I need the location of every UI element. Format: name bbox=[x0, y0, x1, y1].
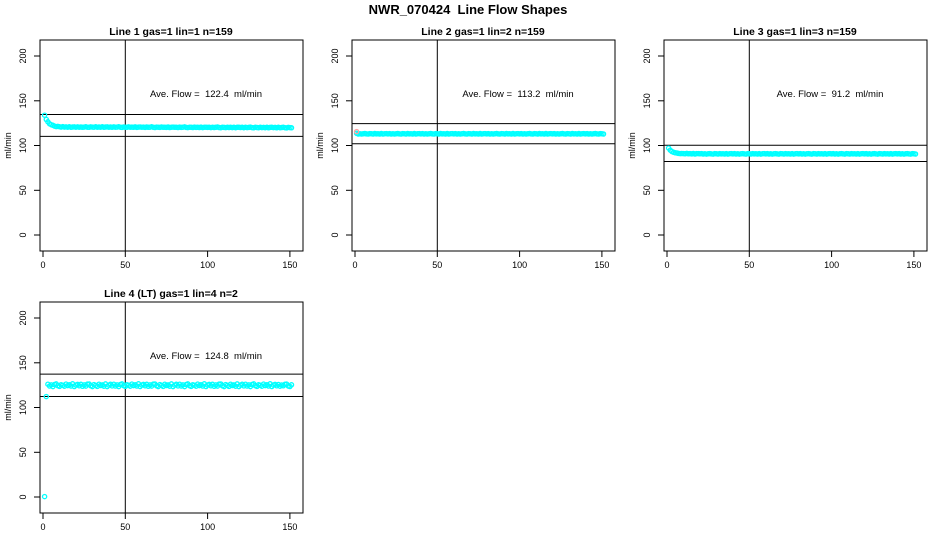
x-tick-label: 0 bbox=[40, 260, 45, 270]
ave-flow-annotation: Ave. Flow = 122.4 ml/min bbox=[150, 89, 262, 100]
subplot-title: Line 3 gas=1 lin=3 n=159 bbox=[733, 26, 857, 38]
y-tick-label: 100 bbox=[642, 138, 652, 153]
outlier-point-mid bbox=[43, 393, 50, 400]
subplot-title: Line 2 gas=1 lin=2 n=159 bbox=[421, 26, 545, 38]
y-tick-label: 0 bbox=[642, 232, 652, 237]
y-tick-label: 150 bbox=[642, 93, 652, 108]
x-tick-label: 100 bbox=[512, 260, 527, 270]
y-tick-label: 100 bbox=[330, 138, 340, 153]
y-tick-label: 50 bbox=[18, 185, 28, 195]
x-tick-label: 150 bbox=[282, 260, 297, 270]
y-tick-label: 50 bbox=[642, 185, 652, 195]
y-tick-label: 0 bbox=[18, 232, 28, 237]
flow-point bbox=[600, 131, 607, 137]
y-tick-label: 50 bbox=[330, 185, 340, 195]
y-tick-label: 200 bbox=[18, 48, 28, 63]
flow-point bbox=[288, 382, 295, 388]
data-points bbox=[665, 145, 919, 157]
x-tick-label: 0 bbox=[352, 260, 357, 270]
x-tick-label: 100 bbox=[200, 522, 215, 532]
y-tick-label: 200 bbox=[18, 310, 28, 325]
x-tick-label: 50 bbox=[120, 522, 130, 532]
outlier-point-low bbox=[41, 493, 48, 500]
flow-point bbox=[912, 151, 919, 157]
data-points bbox=[41, 112, 295, 131]
y-tick-label: 200 bbox=[642, 48, 652, 63]
x-tick-label: 50 bbox=[432, 260, 442, 270]
x-tick-label: 150 bbox=[906, 260, 921, 270]
subplot-title: Line 4 (LT) gas=1 lin=4 n=2 bbox=[104, 288, 238, 300]
y-axis-label: ml/min bbox=[3, 132, 13, 159]
subplot-line-1: Line 1 gas=1 lin=1 n=159 0 50 100 150 200 ml/m… bbox=[0, 26, 312, 278]
plot-box bbox=[351, 39, 616, 252]
y-tick-label: 0 bbox=[330, 232, 340, 237]
ave-flow-annotation: Ave. Flow = 91.2 ml/min bbox=[777, 89, 884, 100]
data-points bbox=[353, 128, 607, 137]
y-tick-label: 100 bbox=[18, 400, 28, 415]
ave-flow-annotation: Ave. Flow = 113.2 ml/min bbox=[462, 89, 573, 100]
x-tick-label: 100 bbox=[824, 260, 839, 270]
subplot-line-2: Line 2 gas=1 lin=2 n=159 0 50 100 150 200 ml/m… bbox=[312, 26, 624, 278]
x-tick-label: 150 bbox=[594, 260, 609, 270]
y-tick-label: 150 bbox=[330, 93, 340, 108]
y-tick-label: 0 bbox=[18, 494, 28, 499]
page-title: NWR_070424 Line Flow Shapes bbox=[368, 2, 568, 17]
x-tick-label: 0 bbox=[40, 522, 45, 532]
y-axis-label: ml/min bbox=[3, 394, 13, 421]
ave-flow-annotation: Ave. Flow = 124.8 ml/min bbox=[150, 351, 262, 362]
y-tick-label: 150 bbox=[18, 93, 28, 108]
x-tick-label: 0 bbox=[664, 260, 669, 270]
flow-point bbox=[288, 125, 295, 131]
x-tick-label: 150 bbox=[282, 522, 297, 532]
first-sample-point bbox=[353, 128, 360, 135]
flow-point bbox=[41, 112, 48, 118]
plot-box bbox=[39, 39, 304, 252]
x-tick-label: 100 bbox=[200, 260, 215, 270]
subplot-title: Line 1 gas=1 lin=1 n=159 bbox=[109, 26, 233, 38]
y-tick-label: 100 bbox=[18, 138, 28, 153]
y-tick-label: 50 bbox=[18, 447, 28, 457]
x-tick-label: 50 bbox=[744, 260, 754, 270]
subplot-line-3: Line 3 gas=1 lin=3 n=159 0 50 100 150 200 ml/m… bbox=[624, 26, 936, 278]
y-axis-label: ml/min bbox=[627, 132, 637, 159]
y-tick-label: 150 bbox=[18, 355, 28, 370]
subplot-line-4: Line 4 (LT) gas=1 lin=4 n=2 0 50 100 150 200 m… bbox=[0, 288, 312, 540]
x-tick-label: 50 bbox=[120, 260, 130, 270]
y-axis-label: ml/min bbox=[315, 132, 325, 159]
plot-box bbox=[39, 301, 304, 514]
data-points bbox=[41, 381, 295, 500]
y-tick-label: 200 bbox=[330, 48, 340, 63]
